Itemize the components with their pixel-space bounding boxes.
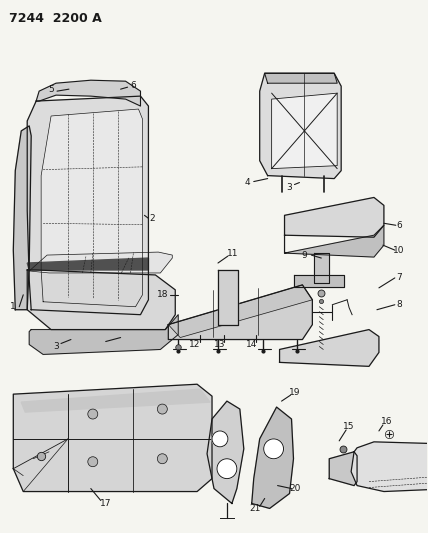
Polygon shape bbox=[168, 285, 312, 337]
Polygon shape bbox=[272, 93, 337, 168]
Text: 13: 13 bbox=[214, 340, 226, 349]
Polygon shape bbox=[13, 384, 212, 491]
Text: 4: 4 bbox=[245, 178, 250, 187]
Polygon shape bbox=[29, 252, 172, 273]
Polygon shape bbox=[168, 285, 312, 340]
Circle shape bbox=[88, 457, 98, 467]
Circle shape bbox=[217, 459, 237, 479]
Polygon shape bbox=[265, 73, 337, 83]
Text: 17: 17 bbox=[100, 499, 111, 508]
Polygon shape bbox=[294, 275, 344, 287]
Text: 11: 11 bbox=[227, 248, 239, 257]
Polygon shape bbox=[27, 258, 149, 270]
Text: 10: 10 bbox=[393, 246, 404, 255]
Text: 14: 14 bbox=[246, 340, 257, 349]
Text: 8: 8 bbox=[396, 300, 401, 309]
Circle shape bbox=[158, 404, 167, 414]
Polygon shape bbox=[27, 270, 175, 329]
Text: 19: 19 bbox=[289, 387, 300, 397]
Text: 15: 15 bbox=[343, 423, 355, 431]
Polygon shape bbox=[41, 109, 143, 306]
Polygon shape bbox=[252, 407, 294, 508]
Polygon shape bbox=[285, 197, 384, 237]
Polygon shape bbox=[260, 73, 341, 179]
Polygon shape bbox=[285, 225, 384, 257]
Text: 3: 3 bbox=[53, 342, 59, 351]
Text: 18: 18 bbox=[157, 290, 168, 300]
Polygon shape bbox=[207, 401, 244, 504]
Text: 6: 6 bbox=[131, 80, 137, 90]
Circle shape bbox=[88, 409, 98, 419]
Circle shape bbox=[264, 439, 283, 459]
Polygon shape bbox=[329, 452, 357, 486]
Polygon shape bbox=[351, 442, 428, 491]
Polygon shape bbox=[218, 270, 238, 325]
Polygon shape bbox=[29, 314, 178, 354]
Text: 3: 3 bbox=[287, 183, 292, 192]
Text: 6: 6 bbox=[396, 221, 401, 230]
Text: 9: 9 bbox=[302, 251, 307, 260]
Text: 5: 5 bbox=[48, 85, 54, 94]
Polygon shape bbox=[13, 126, 31, 310]
Text: 1: 1 bbox=[10, 302, 16, 311]
Polygon shape bbox=[36, 80, 140, 106]
Polygon shape bbox=[279, 329, 379, 366]
Text: 16: 16 bbox=[381, 417, 392, 426]
Polygon shape bbox=[21, 389, 210, 412]
Text: 12: 12 bbox=[190, 340, 201, 349]
Polygon shape bbox=[314, 253, 329, 283]
Circle shape bbox=[212, 431, 228, 447]
Text: 21: 21 bbox=[249, 504, 260, 513]
Text: 7244  2200 A: 7244 2200 A bbox=[9, 12, 102, 25]
Polygon shape bbox=[27, 96, 149, 314]
Text: 2: 2 bbox=[150, 214, 155, 223]
Text: 20: 20 bbox=[290, 484, 301, 493]
Text: 7: 7 bbox=[396, 273, 401, 282]
Circle shape bbox=[158, 454, 167, 464]
